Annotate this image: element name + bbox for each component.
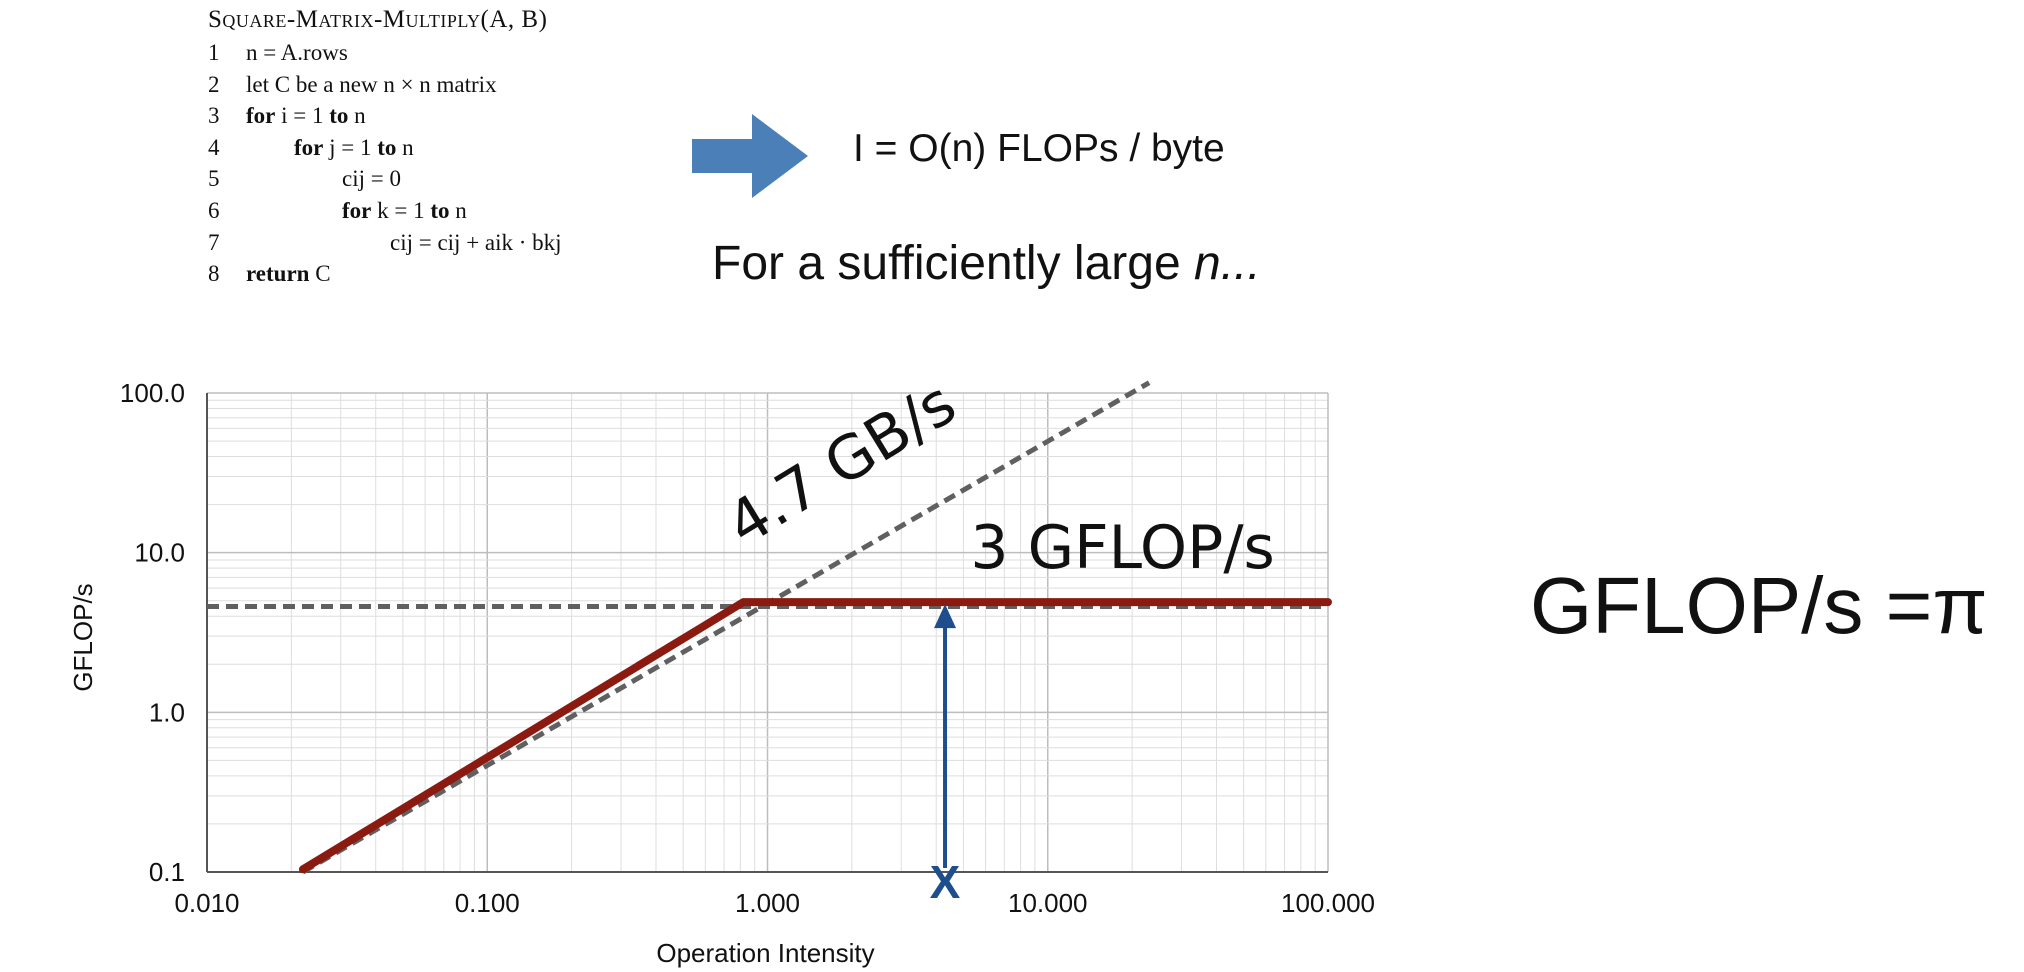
y-tick-label: 100.0 (120, 378, 185, 408)
keyword: to (329, 103, 349, 129)
keyword: for (342, 197, 372, 223)
line-code: n = A.rows (246, 40, 348, 66)
x-tick-label: 1.000 (735, 888, 800, 918)
pseudocode-line: 2 let C be a new n × n matrix (208, 72, 547, 104)
line-number: 8 (208, 261, 220, 287)
pseudocode-block: Square-Matrix-Multiply(A, B) 1 n = A.rows… (208, 6, 562, 293)
pseudocode-title: Square-Matrix-Multiply(A, B) (208, 6, 548, 33)
line-number: 1 (208, 40, 220, 65)
chart-annotation: 4.7 GB/s (715, 368, 968, 560)
code-text: let C be a new n × n matrix (246, 71, 497, 97)
keyword: for (294, 134, 324, 160)
pseudocode-line: 4 for j = 1 to n (208, 135, 547, 167)
code-text: cij = cij + aik · bkj (390, 229, 562, 255)
pseudocode-line: 6 for k = 1 to n (208, 198, 547, 230)
code-text: i = 1 (275, 103, 330, 129)
line-number: 3 (208, 103, 220, 129)
line-code: for j = 1 to n (294, 135, 414, 161)
line-code: return C (246, 261, 331, 287)
line-code: for i = 1 to n (246, 103, 366, 129)
pseudocode-line: 3 for i = 1 to n (208, 103, 547, 135)
chart-annotation: 3 GFLOP/s (970, 513, 1274, 583)
line-number: 4 (208, 134, 220, 160)
pseudocode-lines: 1 n = A.rows 2 let C be a new n × n matrix 3… (208, 40, 562, 293)
x-tick-label: 10.000 (1008, 888, 1088, 918)
code-text: n = A.rows (246, 40, 348, 65)
pseudocode-line: 8 return C (208, 261, 547, 293)
pseudocode-line: 1 n = A.rows (208, 40, 547, 72)
x-tick-label: 100.000 (1281, 888, 1375, 918)
line-number: 5 (208, 166, 220, 192)
gflops-pi-equation: GFLOP/s =π (1530, 561, 1988, 650)
code-text: C (309, 261, 331, 287)
line-code: cij = 0 (342, 166, 401, 192)
code-text: cij = 0 (342, 166, 401, 192)
y-tick-label: 0.1 (149, 857, 185, 887)
line-code: let C be a new n × n matrix (246, 72, 497, 98)
large-n-note: For a sufficiently large n... (712, 236, 1261, 291)
keyword: to (377, 134, 397, 160)
large-n-note-text: For a sufficiently large (712, 237, 1194, 290)
line-number: 7 (208, 229, 220, 255)
line-code: cij = cij + aik · bkj (390, 230, 562, 256)
keyword: for (246, 103, 276, 129)
code-text: k = 1 (371, 197, 431, 223)
keyword: to (430, 197, 450, 223)
line-number: 6 (208, 197, 220, 223)
line-code: for k = 1 to n (342, 198, 467, 224)
y-axis-label: GFLOP/s (68, 583, 98, 691)
code-text: n (348, 103, 366, 129)
marker-x-symbol: X (930, 856, 961, 908)
pseudocode-line: 5 cij = 0 (208, 166, 547, 198)
y-tick-label: 1.0 (149, 697, 185, 727)
code-text: n (449, 197, 467, 223)
y-tick-label: 10.0 (134, 538, 185, 568)
ceiling-dashed-line (301, 380, 1151, 875)
marker-arrowhead (934, 604, 957, 629)
right-arrow-icon (692, 114, 808, 198)
code-text: n (396, 134, 414, 160)
roofline-line (298, 598, 1332, 874)
intensity-formula: I = O(n) FLOPs / byte (853, 127, 1225, 170)
large-n-note-emph: n... (1194, 237, 1261, 290)
code-text: j = 1 (323, 134, 378, 160)
x-tick-label: 0.100 (455, 888, 520, 918)
x-axis-label: Operation Intensity (656, 938, 874, 968)
x-tick-label: 0.010 (174, 888, 239, 918)
keyword: return (246, 261, 310, 287)
line-number: 2 (208, 71, 220, 97)
pseudocode-line: 7 cij = cij + aik · bkj (208, 229, 562, 262)
